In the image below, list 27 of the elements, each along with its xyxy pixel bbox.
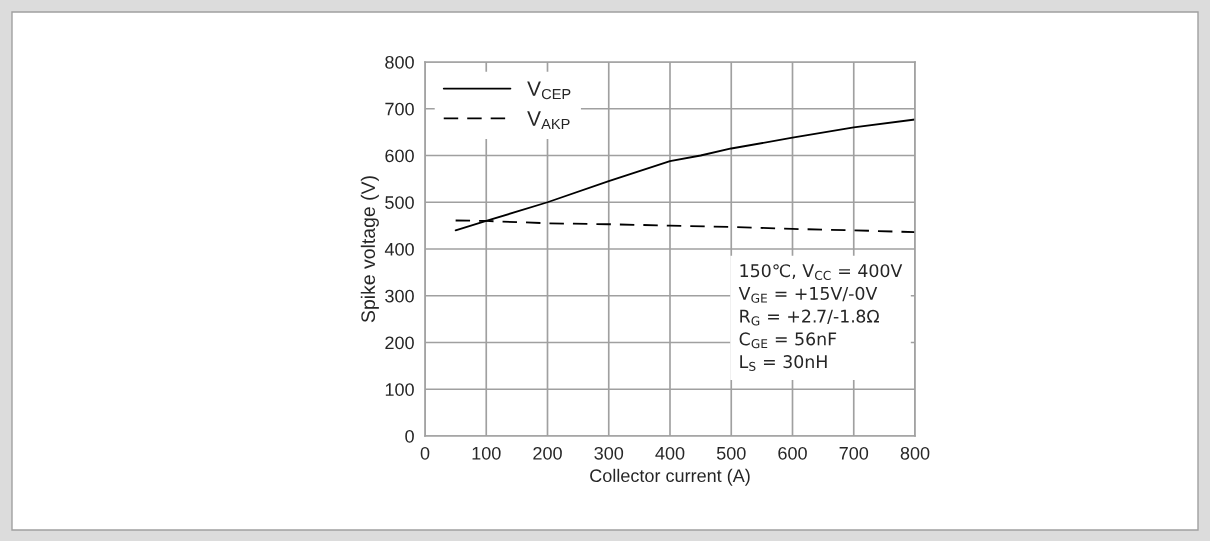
x-tick-label: 200 — [533, 446, 562, 460]
y-tick-label: 700 — [385, 102, 414, 116]
annotation: L$_{S}$ = 30nH — [740, 355, 827, 371]
y-tick-label: 800 — [385, 55, 414, 69]
x-tick-label: 400 — [655, 446, 685, 460]
annotation: 150℃, V$_{CC}$ = 400V — [740, 264, 903, 281]
x-tick-label: 600 — [778, 446, 807, 460]
y-tick-label: 300 — [385, 289, 414, 303]
x-tick-label: 700 — [839, 446, 869, 460]
x-tick-label: 0 — [420, 446, 430, 460]
x-tick-label: 100 — [472, 446, 501, 460]
y-tick-label: 0 — [405, 429, 414, 443]
y-tick-label: 400 — [384, 242, 414, 256]
annotation: R$_{G}$ = +2.7/-1.8Ω — [740, 309, 879, 326]
annotation: V$_{GE}$ = +15V/-0V — [738, 286, 878, 303]
x-tick-label: 300 — [594, 446, 624, 460]
y-tick-label: 100 — [385, 383, 414, 396]
y-axis-title: Spike voltage (V) — [360, 176, 379, 323]
annotation: C$_{GE}$ = 56nF — [739, 332, 837, 349]
x-tick-label: 800 — [900, 446, 930, 460]
y-tick-label: 600 — [385, 149, 414, 163]
y-tick-label: 200 — [385, 336, 414, 350]
x-axis-title: Collector current (A) — [590, 468, 750, 486]
y-tick-label: 500 — [385, 196, 414, 209]
x-tick-label: 500 — [716, 446, 746, 460]
legend-label: V$_{CEP}$ — [527, 81, 571, 100]
legend-label: V$_{AKP}$ — [527, 111, 570, 129]
